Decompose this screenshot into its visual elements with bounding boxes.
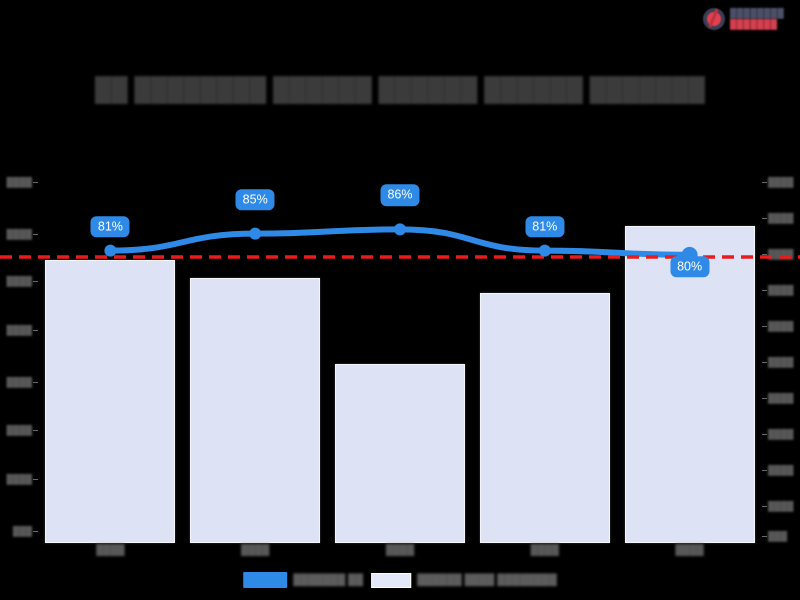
tick-mark: [762, 362, 767, 363]
tick-mark: [762, 218, 767, 219]
x-axis-label: ████: [530, 545, 559, 556]
legend-swatch-bar-icon: [371, 572, 412, 588]
tick-mark: [33, 234, 38, 235]
tick-label: ████: [6, 229, 32, 239]
x-axis-label: ████: [241, 545, 270, 556]
tick-mark: [33, 281, 38, 282]
tick-label: ████: [6, 474, 32, 484]
legend-item-line[interactable]: ███████ ██: [243, 572, 363, 588]
tick-label: ████: [768, 465, 794, 475]
tick-label: ████: [768, 357, 794, 367]
tick-label: ████: [768, 429, 794, 439]
legend-label-bar: ██████ ████ ████████: [417, 574, 557, 586]
tick-mark: [762, 182, 767, 183]
legend-label-line: ███████ ██: [293, 574, 364, 586]
tick-label: ████: [768, 285, 794, 295]
tick-mark: [762, 290, 767, 291]
x-axis-label: ████: [385, 545, 415, 556]
tick-label: ████: [768, 321, 794, 331]
chart-title: ██ ████████ ██████ ██████ ██████ ███████: [94, 76, 706, 102]
x-axis-labels: ████ ████ ████ ████ ████: [38, 545, 762, 561]
logo-line-2: ███████: [730, 19, 778, 29]
chart-legend[interactable]: ███████ ██ ██████ ████ ████████: [243, 572, 557, 588]
bar[interactable]: [479, 293, 610, 543]
tick-mark: [33, 479, 38, 480]
tick-label: ███: [768, 531, 788, 541]
brand-logo: ████████ ███████: [702, 4, 794, 34]
legend-swatch-line-icon: [243, 572, 288, 588]
data-point-label: 80%: [670, 256, 710, 278]
legend-item-bar[interactable]: ██████ ████ ████████: [371, 572, 557, 588]
tick-mark: [762, 326, 767, 327]
data-point-label: 81%: [90, 215, 130, 238]
y-axis-left: ████ ████ ████ ████ ████ ████ ████ ███: [2, 0, 32, 600]
tick-mark: [33, 382, 38, 383]
tick-mark: [33, 182, 38, 183]
tick-label: ████: [6, 325, 32, 335]
data-point-label: 86%: [380, 184, 420, 207]
tick-mark: [33, 430, 38, 431]
tick-mark: [762, 254, 767, 255]
tick-label: ████: [6, 425, 32, 435]
tick-label: ████: [768, 393, 794, 403]
tick-mark: [33, 531, 38, 532]
bar[interactable]: [335, 363, 465, 543]
tick-label: ████: [768, 501, 794, 511]
data-point-marker[interactable]: [104, 244, 117, 257]
x-axis-label: ████: [675, 545, 704, 556]
logo-line-1: ████████: [730, 8, 785, 18]
trend-line: [107, 226, 693, 258]
tick-label: ████: [6, 177, 32, 187]
tick-label: ████: [768, 249, 794, 259]
data-point-marker[interactable]: [538, 244, 551, 257]
tick-mark: [762, 434, 767, 435]
data-point-marker[interactable]: [394, 223, 406, 236]
y-axis-right: ████ ████ ████ ████ ████ ████ ████ ████ ████ ████…: [768, 0, 798, 600]
data-point-label: 85%: [235, 188, 275, 211]
logo-wordmark: ████████ ███████: [730, 9, 784, 29]
tick-label: ████: [768, 213, 794, 223]
data-point-label: 81%: [525, 215, 565, 238]
x-axis-label: ████: [96, 545, 125, 556]
bar[interactable]: [190, 278, 321, 543]
tick-mark: [762, 506, 767, 507]
tick-label: ███: [12, 526, 32, 536]
tick-mark: [762, 470, 767, 471]
tick-label: ████: [768, 177, 794, 187]
tick-label: ████: [6, 276, 32, 286]
tick-mark: [762, 398, 767, 399]
data-point-marker[interactable]: [249, 227, 262, 240]
tick-label: ████: [6, 377, 32, 387]
tick-mark: [762, 536, 767, 537]
tick-mark: [33, 330, 38, 331]
bar[interactable]: [45, 259, 176, 543]
logo-mark-icon: [702, 7, 726, 31]
plot-area: 81% 85% 86% 81% 80%: [0, 170, 800, 543]
